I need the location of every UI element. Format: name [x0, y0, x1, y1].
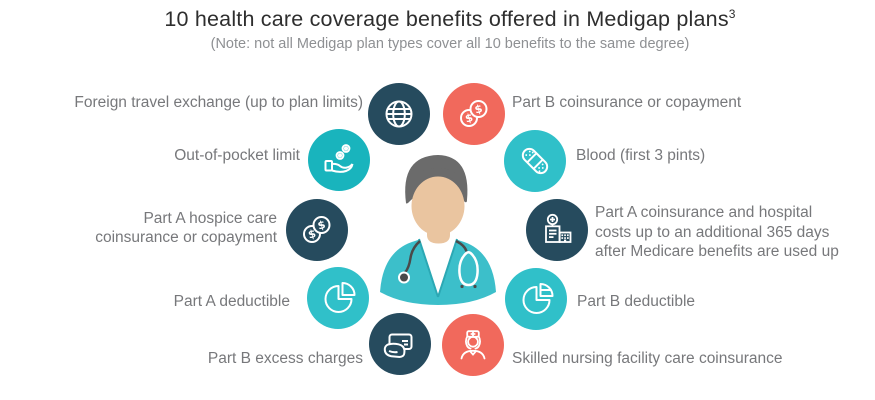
benefit-circle-skilled-nursing [442, 314, 504, 376]
svg-text:$: $ [316, 218, 327, 233]
benefit-circle-foreign-travel [368, 83, 430, 145]
pie-chart-icon [324, 282, 356, 313]
svg-text:$: $ [307, 227, 318, 242]
benefit-label-part-b-excess: Part B excess charges [207, 350, 363, 367]
benefit-label-part-b-coinsurance: Part B coinsurance or copayment [512, 94, 742, 111]
benefit-circle-part-b-deductible [505, 268, 567, 330]
doctor-illustration [380, 155, 496, 305]
benefit-label-part-a-coinsurance: Part A coinsurance and hospital costs up… [595, 204, 839, 260]
page-title: 10 health care coverage benefits offered… [25, 7, 875, 32]
benefit-label-blood: Blood (first 3 pints) [576, 147, 706, 164]
benefit-label-part-b-deductible: Part B deductible [577, 293, 696, 310]
benefit-label-skilled-nursing: Skilled nursing facility care coinsuranc… [512, 350, 783, 367]
benefit-circle-part-b-coinsurance: $ $ [443, 83, 505, 145]
benefit-circle-blood [504, 130, 566, 192]
globe-icon [385, 100, 413, 128]
svg-text:$: $ [473, 102, 484, 117]
page-title-text: 10 health care coverage benefits offered… [164, 7, 729, 32]
benefit-label-hospice: Part A hospice care coinsurance or copay… [95, 210, 277, 246]
dollar-coins-icon: $ $ [460, 100, 488, 127]
benefit-circle-hospice: $ $ [286, 199, 348, 261]
benefit-label-part-a-deductible: Part A deductible [173, 293, 290, 310]
hospital-icon [545, 213, 572, 243]
credit-card-hand-icon [383, 333, 413, 359]
nurse-icon [460, 330, 486, 360]
pie-chart-split-icon [522, 283, 554, 314]
benefit-label-foreign-travel: Foreign travel exchange (up to plan limi… [74, 94, 363, 111]
svg-text:$: $ [464, 111, 475, 126]
benefit-circle-out-of-pocket [308, 129, 370, 191]
bandage-icon [521, 147, 549, 175]
benefit-label-out-of-pocket: Out-of-pocket limit [174, 147, 300, 164]
benefit-circle-part-a-coinsurance [526, 199, 588, 261]
hand-coins-icon [324, 144, 354, 173]
benefit-circle-part-a-deductible [307, 267, 369, 329]
page-subtitle: (Note: not all Medigap plan types cover … [210, 36, 690, 52]
footnote-superscript: 3 [728, 7, 736, 21]
dollar-coins-icon: $ $ [303, 216, 331, 243]
benefit-circle-part-b-excess [369, 313, 431, 375]
